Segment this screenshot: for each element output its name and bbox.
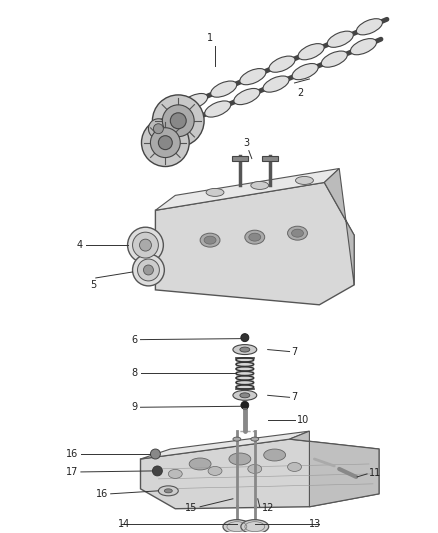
Ellipse shape bbox=[321, 51, 347, 67]
Circle shape bbox=[152, 95, 204, 147]
Ellipse shape bbox=[249, 233, 261, 241]
Ellipse shape bbox=[288, 463, 301, 471]
Polygon shape bbox=[155, 168, 339, 211]
Text: 17: 17 bbox=[66, 467, 78, 477]
Circle shape bbox=[127, 227, 163, 263]
Circle shape bbox=[150, 449, 160, 459]
Circle shape bbox=[138, 259, 159, 281]
Ellipse shape bbox=[240, 69, 266, 85]
Ellipse shape bbox=[168, 470, 182, 479]
Ellipse shape bbox=[208, 466, 222, 475]
Ellipse shape bbox=[223, 520, 251, 533]
Circle shape bbox=[133, 254, 164, 286]
Circle shape bbox=[159, 136, 172, 150]
Circle shape bbox=[141, 119, 189, 166]
Circle shape bbox=[152, 466, 162, 476]
Text: 13: 13 bbox=[309, 519, 321, 529]
Ellipse shape bbox=[288, 226, 307, 240]
Ellipse shape bbox=[205, 101, 231, 117]
Ellipse shape bbox=[263, 76, 289, 92]
Ellipse shape bbox=[292, 63, 318, 80]
Polygon shape bbox=[324, 168, 354, 285]
Text: 3: 3 bbox=[244, 138, 250, 148]
Text: 16: 16 bbox=[95, 489, 108, 499]
Bar bbox=[236, 358, 254, 389]
Text: 10: 10 bbox=[297, 415, 309, 425]
Polygon shape bbox=[262, 156, 278, 160]
Ellipse shape bbox=[292, 229, 304, 237]
Ellipse shape bbox=[200, 233, 220, 247]
Text: 4: 4 bbox=[77, 240, 83, 250]
Circle shape bbox=[153, 124, 163, 134]
Circle shape bbox=[241, 401, 249, 409]
Ellipse shape bbox=[233, 390, 257, 400]
Text: 15: 15 bbox=[185, 503, 197, 513]
Ellipse shape bbox=[241, 520, 268, 533]
Text: 7: 7 bbox=[292, 346, 298, 357]
Circle shape bbox=[140, 239, 152, 251]
Ellipse shape bbox=[181, 93, 208, 110]
Ellipse shape bbox=[248, 464, 262, 473]
Ellipse shape bbox=[264, 449, 286, 461]
Circle shape bbox=[241, 334, 249, 342]
Text: 7: 7 bbox=[292, 392, 298, 402]
Polygon shape bbox=[141, 439, 379, 508]
Ellipse shape bbox=[251, 437, 259, 441]
Circle shape bbox=[148, 119, 168, 139]
Text: 6: 6 bbox=[131, 335, 138, 345]
Circle shape bbox=[150, 128, 180, 158]
Ellipse shape bbox=[298, 44, 324, 60]
Text: 12: 12 bbox=[262, 503, 274, 513]
Text: 16: 16 bbox=[66, 449, 78, 459]
Ellipse shape bbox=[245, 230, 265, 244]
Text: 14: 14 bbox=[118, 519, 131, 529]
Ellipse shape bbox=[233, 345, 257, 354]
Ellipse shape bbox=[211, 81, 237, 97]
Polygon shape bbox=[141, 431, 309, 459]
Ellipse shape bbox=[327, 31, 353, 47]
Ellipse shape bbox=[159, 486, 178, 496]
Ellipse shape bbox=[296, 176, 314, 184]
Ellipse shape bbox=[233, 437, 241, 441]
Polygon shape bbox=[290, 431, 379, 507]
Text: 5: 5 bbox=[91, 280, 97, 290]
Ellipse shape bbox=[357, 19, 382, 35]
Circle shape bbox=[170, 113, 186, 129]
Ellipse shape bbox=[206, 188, 224, 196]
Polygon shape bbox=[155, 182, 354, 305]
Circle shape bbox=[144, 265, 153, 275]
Text: 11: 11 bbox=[369, 468, 381, 478]
Text: 8: 8 bbox=[131, 368, 138, 378]
Circle shape bbox=[162, 105, 194, 136]
Text: 9: 9 bbox=[131, 402, 138, 412]
Text: 1: 1 bbox=[207, 33, 213, 43]
Ellipse shape bbox=[176, 114, 201, 130]
Ellipse shape bbox=[204, 236, 216, 244]
Ellipse shape bbox=[189, 458, 211, 470]
Ellipse shape bbox=[251, 181, 268, 189]
Ellipse shape bbox=[229, 453, 251, 465]
Ellipse shape bbox=[350, 38, 377, 55]
Circle shape bbox=[133, 232, 159, 258]
Polygon shape bbox=[232, 156, 248, 160]
Ellipse shape bbox=[164, 489, 172, 493]
Text: 2: 2 bbox=[297, 88, 304, 98]
Ellipse shape bbox=[240, 347, 250, 352]
Ellipse shape bbox=[234, 88, 260, 104]
Ellipse shape bbox=[269, 56, 295, 72]
Ellipse shape bbox=[240, 393, 250, 398]
